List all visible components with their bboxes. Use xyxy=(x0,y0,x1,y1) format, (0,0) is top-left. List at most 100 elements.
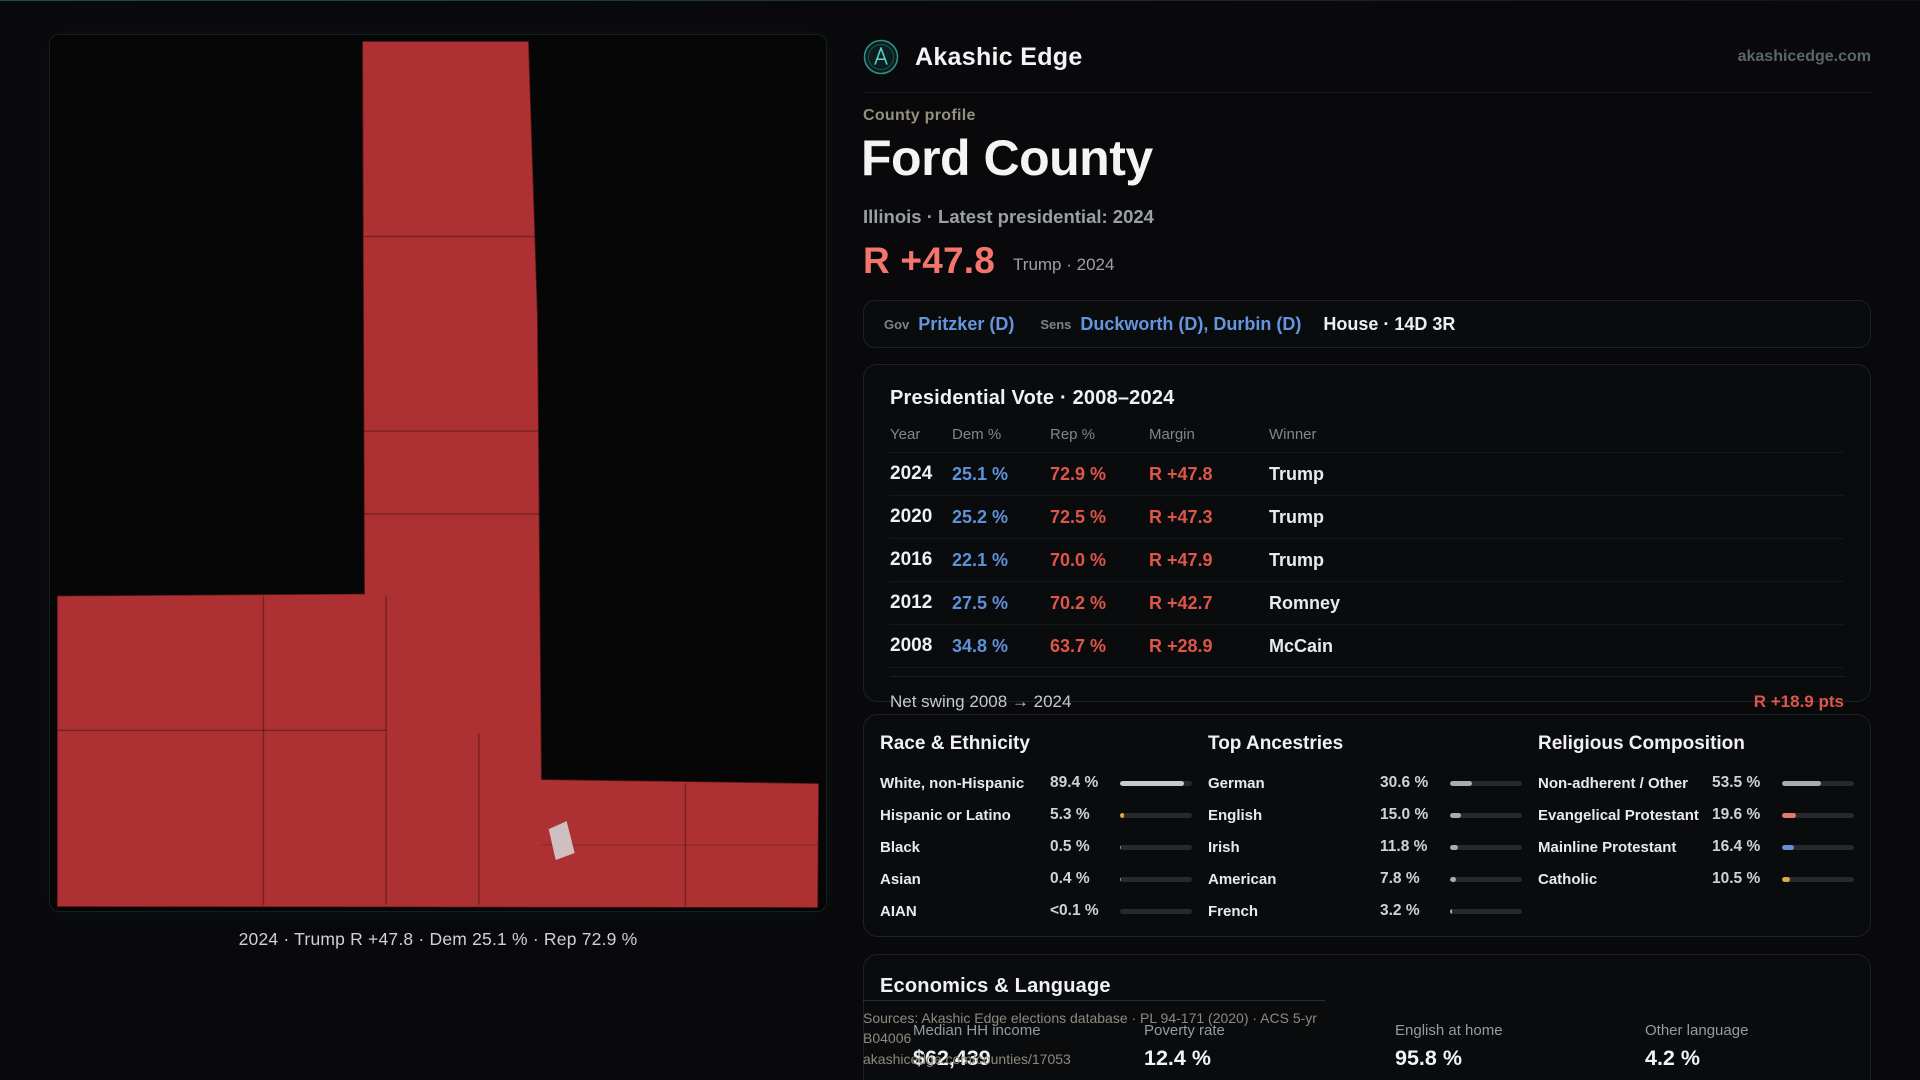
economics-stats: Median HH income $62,439 Poverty rate 12… xyxy=(913,1022,1854,1071)
margin: R +42.7 xyxy=(1149,592,1213,613)
list-item: English 15.0 % xyxy=(1208,799,1522,831)
demo-bar xyxy=(1782,876,1854,882)
religion-title: Religious Composition xyxy=(1538,733,1745,754)
list-item: Irish 11.8 % xyxy=(1208,831,1522,863)
table-header: Year Dem % Rep % Margin Winner xyxy=(890,426,1844,453)
list-item: Hispanic or Latino 5.3 % xyxy=(880,799,1192,831)
dem-pct: 27.5 % xyxy=(952,592,1009,613)
demo-bar xyxy=(1120,780,1192,786)
eyebrow-county-profile: County profile xyxy=(863,107,976,124)
net-swing-value: R +18.9 pts xyxy=(1753,692,1844,711)
table-row: 2008 34.8 % 63.7 % R +28.9 McCain xyxy=(890,625,1844,668)
list-item: French 3.2 % xyxy=(1208,895,1522,927)
presidential-vote-panel: Presidential Vote · 2008–2024 Year Dem %… xyxy=(863,364,1871,711)
col-winner: Winner xyxy=(1269,426,1317,443)
demo-bar xyxy=(1450,844,1522,850)
stat-other-language: Other language 4.2 % xyxy=(1645,1022,1749,1070)
rep-pct: 70.0 % xyxy=(1050,549,1107,570)
stat-median-income: Median HH income $62,439 xyxy=(913,1022,1041,1070)
net-swing-row: Net swing 2008 → 2024 R +18.9 pts xyxy=(890,676,1844,712)
lean-note: Trump · 2024 xyxy=(1013,255,1115,274)
table-row: 2020 25.2 % 72.5 % R +47.3 Trump xyxy=(890,496,1844,539)
economics-title: Economics & Language xyxy=(880,975,1111,997)
demo-bar xyxy=(1450,876,1522,882)
col-rep: Rep % xyxy=(1050,426,1096,443)
demo-bar xyxy=(1450,780,1522,786)
winner: Trump xyxy=(1269,463,1325,484)
stat-poverty-rate: Poverty rate 12.4 % xyxy=(1144,1022,1225,1070)
brand-domain-link[interactable]: akashicedge.com xyxy=(1737,48,1871,65)
race-ethnicity-title: Race & Ethnicity xyxy=(880,733,1030,754)
precinct-boundaries xyxy=(56,235,819,906)
list-item: White, non-Hispanic 89.4 % xyxy=(880,767,1192,799)
list-item: AIAN <0.1 % xyxy=(880,895,1192,927)
demo-bar xyxy=(1782,844,1854,850)
margin: R +47.9 xyxy=(1149,549,1213,570)
dem-pct: 22.1 % xyxy=(952,549,1009,570)
logo-icon[interactable] xyxy=(863,39,899,75)
partisan-lean: R +47.8 Trump · 2024 xyxy=(863,242,1114,279)
demo-bar xyxy=(1120,876,1192,882)
winner: Trump xyxy=(1269,549,1325,570)
senators-link[interactable]: Duckworth (D), Durbin (D) xyxy=(1080,313,1302,334)
col-year: Year xyxy=(890,426,921,443)
list-item: Mainline Protestant 16.4 % xyxy=(1538,831,1854,863)
table-row: 2024 25.1 % 72.9 % R +47.8 Trump xyxy=(890,453,1844,496)
dem-pct: 25.2 % xyxy=(952,506,1009,527)
ancestries-title: Top Ancestries xyxy=(1208,733,1344,754)
map-highlight-sliver xyxy=(548,821,575,861)
col-margin: Margin xyxy=(1149,426,1195,443)
gov-label: Gov xyxy=(884,316,910,332)
demo-bar xyxy=(1782,780,1854,786)
sources-line: Sources: Akashic Edge elections database… xyxy=(863,1010,1317,1047)
economics-panel: Economics & Language Median HH income $6… xyxy=(863,954,1871,1080)
rep-pct: 70.2 % xyxy=(1050,592,1107,613)
year: 2008 xyxy=(890,635,933,656)
year: 2016 xyxy=(890,549,933,570)
demo-bar xyxy=(1120,844,1192,850)
year: 2024 xyxy=(890,463,933,484)
demo-bar xyxy=(1450,812,1522,818)
house-delegation: House · 14D 3R xyxy=(1323,313,1456,334)
page-subtitle: Illinois · Latest presidential: 2024 xyxy=(863,206,1154,227)
presidential-panel-title: Presidential Vote · 2008–2024 xyxy=(890,387,1175,409)
year: 2012 xyxy=(890,592,933,613)
demo-bar xyxy=(1120,908,1192,914)
list-item: Asian 0.4 % xyxy=(880,863,1192,895)
net-swing-label: Net swing 2008 → 2024 xyxy=(890,692,1072,711)
list-item: Non-adherent / Other 53.5 % xyxy=(1538,767,1854,799)
page-title: Ford County xyxy=(861,130,1153,186)
table-row: 2012 27.5 % 70.2 % R +42.7 Romney xyxy=(890,582,1844,625)
table-row: 2016 22.1 % 70.0 % R +47.9 Trump xyxy=(890,539,1844,582)
col-dem: Dem % xyxy=(952,426,1002,443)
site-header: Akashic Edge akashicedge.com xyxy=(863,36,1871,78)
demo-bar xyxy=(1120,812,1192,818)
governor-link[interactable]: Pritzker (D) xyxy=(918,313,1015,334)
demo-bar xyxy=(1450,908,1522,914)
margin: R +47.8 xyxy=(1149,463,1213,484)
county-shape xyxy=(56,40,820,909)
lean-value: R +47.8 xyxy=(863,240,996,281)
winner: Romney xyxy=(1269,592,1341,613)
sens-label: Sens xyxy=(1040,316,1072,332)
brand-name[interactable]: Akashic Edge xyxy=(915,42,1083,71)
demo-bar xyxy=(1782,812,1854,818)
county-map xyxy=(56,40,820,909)
county-url-link[interactable]: akashicedge.com/counties/17053 xyxy=(863,1050,1071,1067)
list-item: American 7.8 % xyxy=(1208,863,1522,895)
officials-bar: Gov Pritzker (D) Sens Duckworth (D), Dur… xyxy=(863,300,1871,348)
list-item: Black 0.5 % xyxy=(880,831,1192,863)
sources-footer: Sources: Akashic Edge elections database… xyxy=(863,1000,1325,1069)
map-caption: 2024 · Trump R +47.8 · Dem 25.1 % · Rep … xyxy=(238,929,638,949)
list-item: Evangelical Protestant 19.6 % xyxy=(1538,799,1854,831)
race-ethnicity-section: Race & Ethnicity White, non-Hispanic 89.… xyxy=(880,733,1192,927)
dem-pct: 25.1 % xyxy=(952,463,1009,484)
rep-pct: 63.7 % xyxy=(1050,635,1107,656)
stat-english-at-home: English at home 95.8 % xyxy=(1395,1022,1503,1070)
rep-pct: 72.5 % xyxy=(1050,506,1107,527)
list-item: German 30.6 % xyxy=(1208,767,1522,799)
demographics-panel: Race & Ethnicity White, non-Hispanic 89.… xyxy=(863,714,1871,937)
winner: McCain xyxy=(1269,635,1334,656)
winner: Trump xyxy=(1269,506,1325,527)
